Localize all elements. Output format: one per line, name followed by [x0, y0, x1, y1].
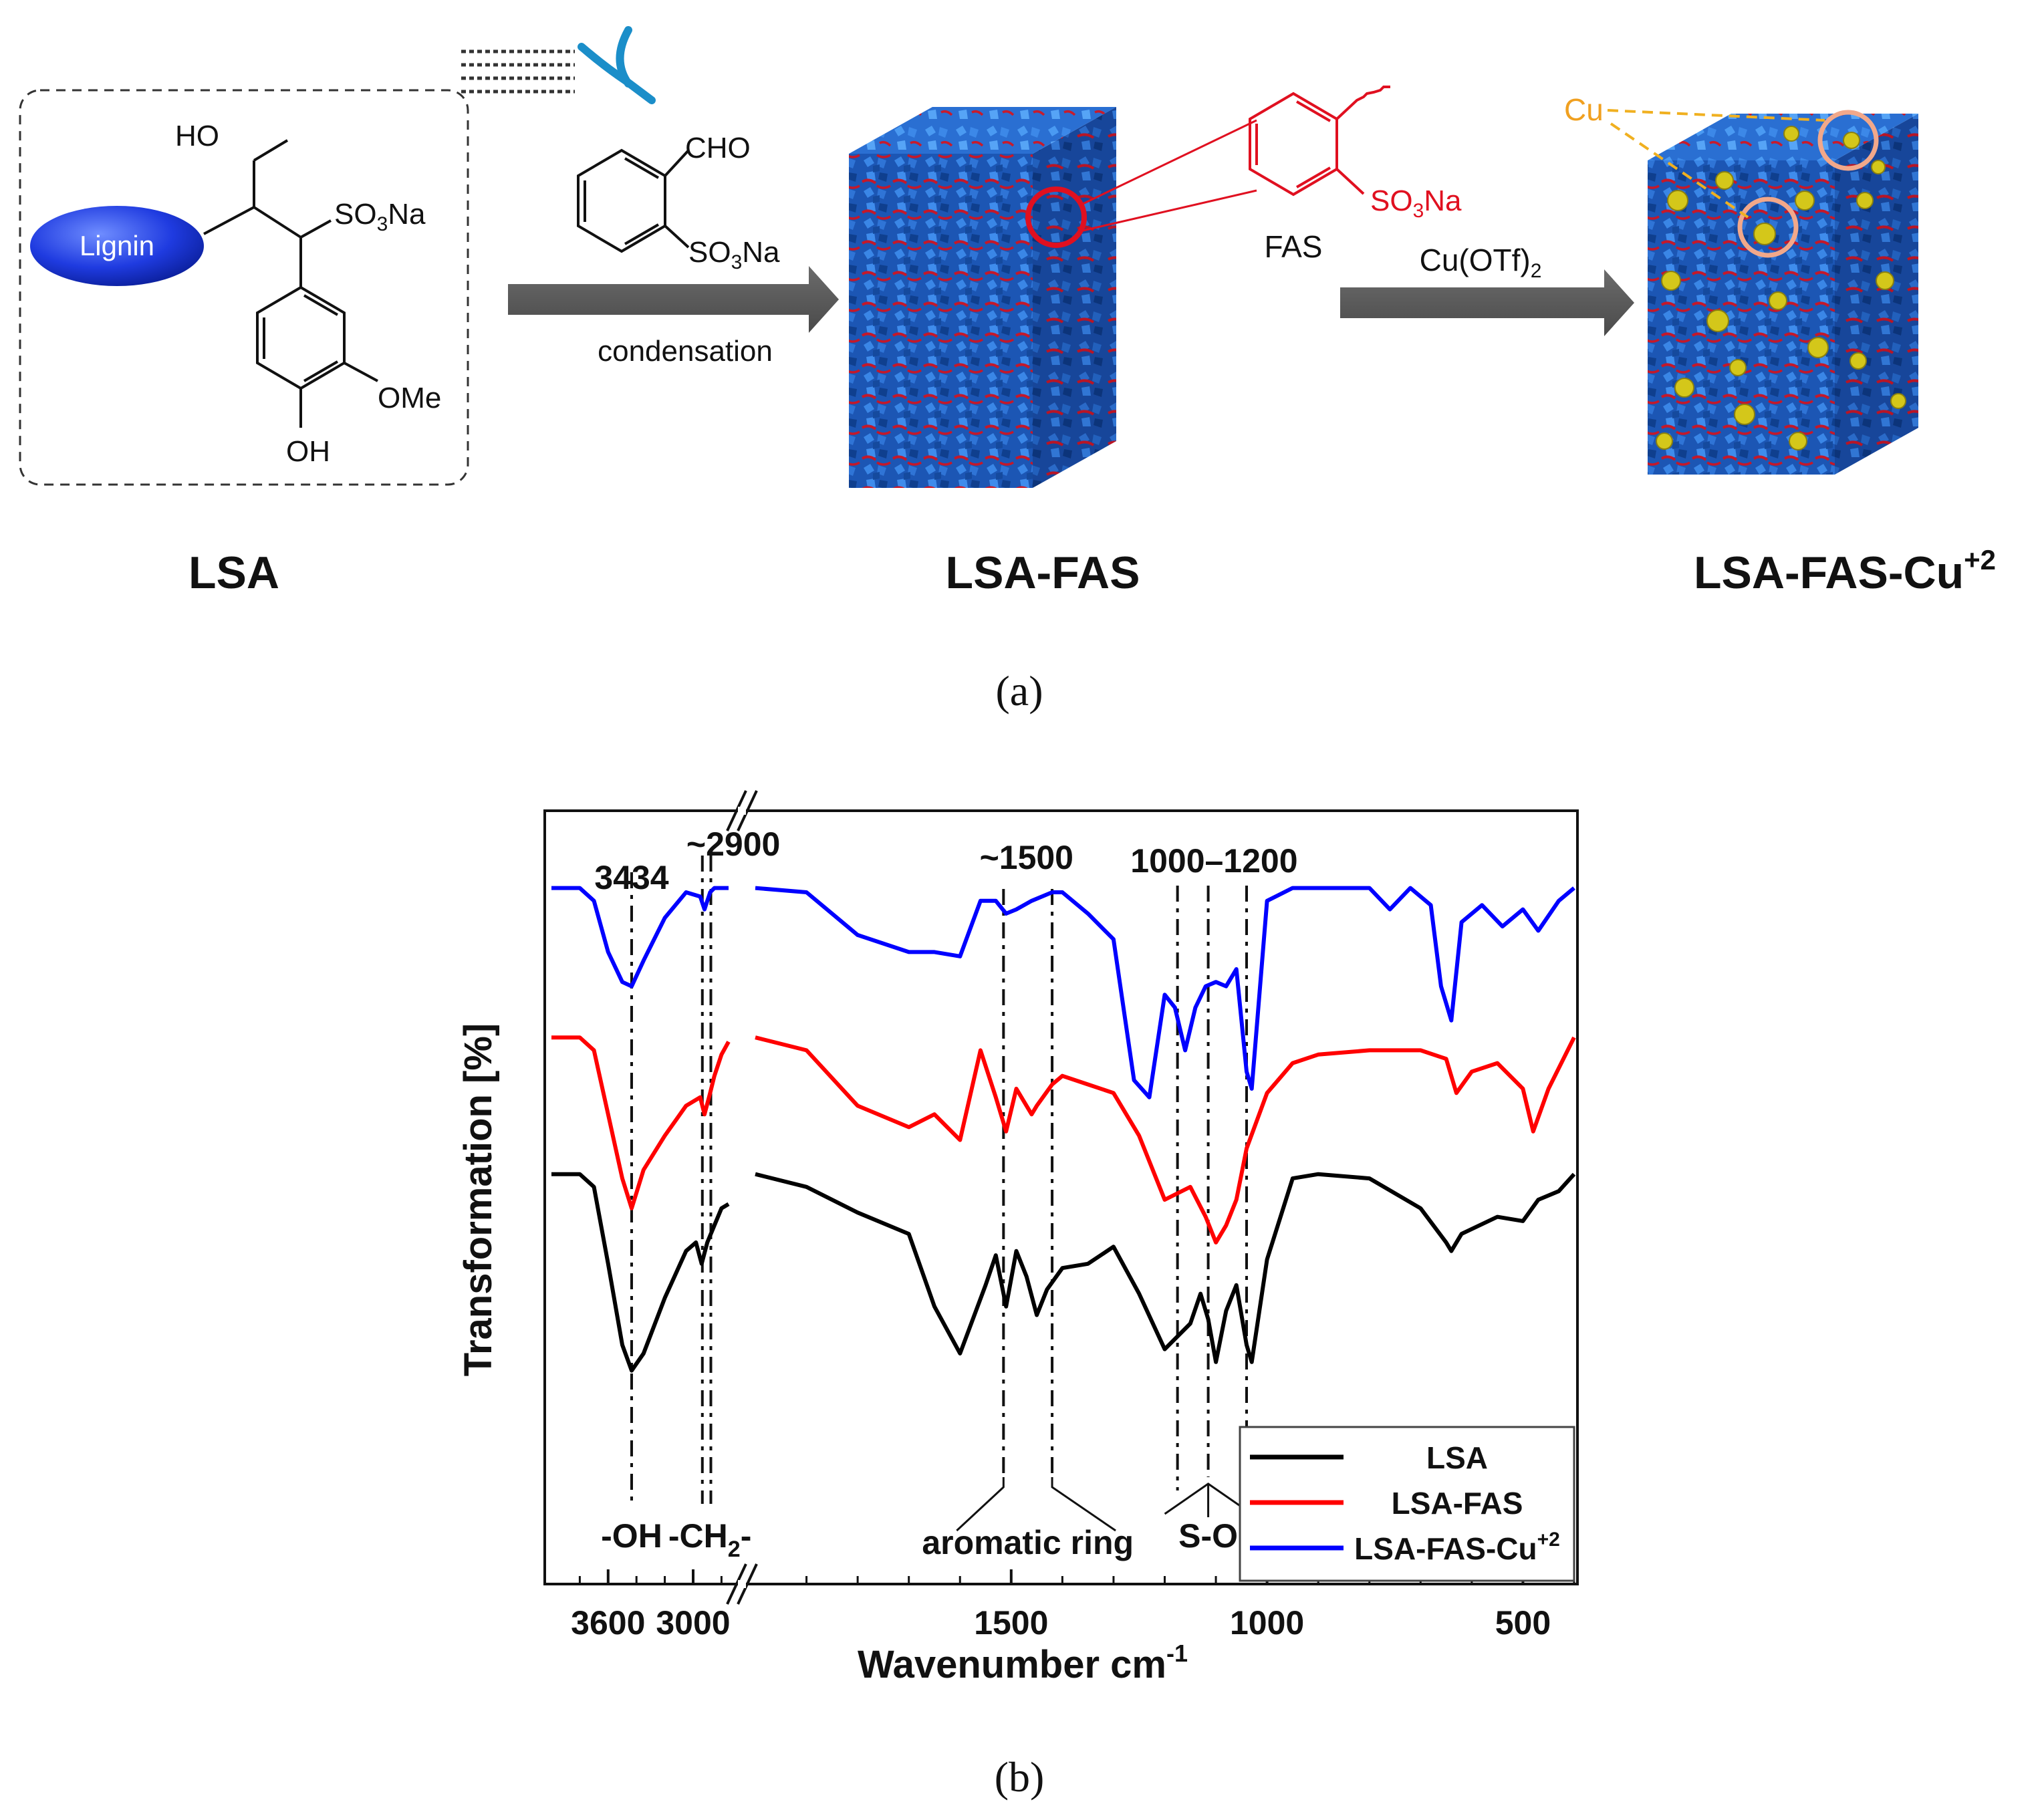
lsa-skeleton: [203, 139, 378, 428]
x-tick-label: 500: [1495, 1604, 1551, 1642]
condensation-label: condensation: [598, 335, 773, 368]
lsa-oh-label: OH: [286, 435, 330, 468]
lsa-fas-name: LSA-FAS: [946, 547, 1140, 598]
x-tick-label: 3000: [656, 1604, 730, 1642]
series-lsa-fas-high: [551, 1035, 731, 1210]
caption-b: (b): [995, 1753, 1045, 1801]
x-tick-label: 1000: [1230, 1604, 1304, 1642]
break-mark-top: [726, 790, 747, 831]
group-label: S-O: [1178, 1517, 1238, 1555]
polymer-connector: [461, 49, 575, 94]
peak-annotations: 3434 ~2900 ~1500 1000–1200 -OH -CH2- aromatic …: [594, 825, 1297, 1562]
reagent-cho-label: CHO: [685, 132, 751, 164]
ftir-chart: 3600 3000 1500 1000 500 3434 ~2900 ~1500 1000–1…: [457, 790, 1579, 1686]
lsa-structure-box: [19, 89, 469, 486]
fas-inset-structure: [1249, 86, 1390, 197]
x-axis-ticks: 3600 3000 1500 1000 500: [571, 1569, 1575, 1642]
copper-particles: [1656, 126, 1906, 450]
group-label: aromatic ring: [922, 1524, 1134, 1561]
legend: LSA LSA-FAS LSA-FAS-Cu+2: [1239, 1426, 1575, 1582]
cu-label: Cu: [1564, 92, 1604, 127]
reaction-scheme: Lignin HO SO3​Na OMe OH: [19, 26, 1996, 714]
caption-a: (a): [995, 667, 1043, 714]
plot-frame: [543, 809, 1579, 1585]
break-mark-bottom: [726, 1563, 747, 1605]
polymer-chain-icon: [578, 26, 656, 104]
cu-highlight-circle-1: [1817, 110, 1879, 171]
fas-name-label: FAS: [1265, 229, 1323, 264]
cu-callout-line-2: [1610, 122, 1749, 219]
break-gap-top: [738, 807, 746, 815]
cu-loading-arrow: [1340, 269, 1634, 336]
fas-inset-so3na-label: SO3​Na: [1370, 184, 1462, 222]
legend-label: LSA: [1426, 1440, 1488, 1475]
break-gap-bottom: [738, 1580, 746, 1588]
x-tick-label: 1500: [974, 1604, 1048, 1642]
reagent-so3na-label: SO3​Na: [688, 236, 780, 273]
series-lsa-low: [755, 1172, 1576, 1364]
spectra-layer: [551, 886, 1576, 1373]
fas-highlight-circle: [1025, 186, 1087, 248]
x-axis-title-text: Wavenumber cm: [858, 1643, 1166, 1686]
x-tick-label: 3600: [571, 1604, 645, 1642]
fas-callout-line-lower: [1082, 189, 1257, 232]
peak-label: ~1500: [980, 839, 1073, 876]
lsa-ho-label: HO: [175, 120, 219, 152]
fas-callout-line-upper: [1082, 119, 1257, 205]
fas-reagent-structure: [577, 148, 690, 253]
break-mark-top: [737, 790, 758, 831]
series-lsa-fas-low: [755, 1035, 1576, 1245]
cu-callout-line-1: [1607, 109, 1825, 122]
lsa-fas-cu-name: LSA-FAS-Cu+2: [1694, 544, 1996, 598]
x-axis-title-superscript: -1: [1166, 1640, 1188, 1667]
lsa-name: LSA: [188, 547, 279, 598]
peak-label: 3434: [594, 859, 668, 896]
legend-label: LSA-FAS-Cu+2: [1354, 1529, 1560, 1566]
lsa-ome-label: OMe: [378, 382, 441, 414]
cu-otf-label: Cu(OTf)2​: [1420, 243, 1542, 282]
x-axis-title: Wavenumber cm-1: [858, 1640, 1188, 1686]
peak-guide-lines: [630, 856, 1253, 1532]
series-lsa-fas-cu-2-high: [551, 886, 729, 989]
break-mark-bottom: [737, 1563, 758, 1605]
lignin-label: Lignin: [80, 230, 154, 261]
condensation-arrow: [508, 266, 839, 333]
legend-label: LSA-FAS: [1392, 1486, 1523, 1521]
series-lsa-high: [551, 1172, 730, 1373]
lsa-fas-cu-cube: [1648, 114, 1918, 475]
group-label: -CH2-: [668, 1517, 751, 1562]
peak-label: 1000–1200: [1130, 842, 1297, 880]
lignin-ellipse: [30, 206, 204, 286]
aromatic-bracket-left: [956, 1477, 1005, 1532]
aromatic-bracket-right: [1051, 1477, 1116, 1532]
axis-break-marks: [726, 790, 758, 1605]
lsa-so3na-label: SO3​Na: [334, 198, 426, 235]
group-label: -OH: [601, 1517, 662, 1555]
y-axis-title: Transformation [%]: [457, 1023, 500, 1377]
peak-label: ~2900: [686, 825, 780, 863]
cu-highlight-circle-2: [1737, 197, 1799, 258]
series-lsa-fas-cu-2-low: [755, 886, 1575, 1099]
lsa-fas-cube: [849, 107, 1116, 488]
